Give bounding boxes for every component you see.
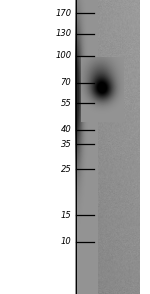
- Text: 40: 40: [60, 126, 71, 134]
- Text: 70: 70: [60, 78, 71, 87]
- Text: 25: 25: [60, 165, 71, 174]
- Text: 130: 130: [55, 29, 71, 38]
- Text: 35: 35: [60, 140, 71, 148]
- Text: 170: 170: [55, 9, 71, 18]
- Text: 15: 15: [60, 211, 71, 220]
- Text: 55: 55: [60, 99, 71, 108]
- Text: 100: 100: [55, 51, 71, 60]
- Text: 10: 10: [60, 237, 71, 246]
